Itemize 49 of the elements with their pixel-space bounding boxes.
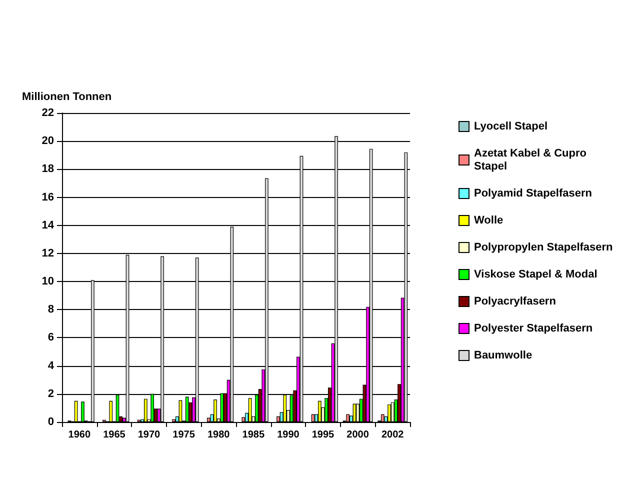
bar [276,416,280,422]
legend-label: Viskose Stapel & Modal [474,268,598,280]
bar [178,400,182,422]
x-tick-label: 1990 [277,430,300,440]
y-tick-label: 0 [48,416,54,428]
x-tick-label: 1980 [207,430,230,440]
x-tick-label: 1985 [242,430,265,440]
legend-label: Wolle [474,214,504,226]
bar [352,404,356,422]
y-tick-label: 10 [42,276,54,288]
legend-label: Baumwolle [474,350,532,362]
y-tick-label: 14 [42,219,55,232]
y-tick-label: 8 [48,304,54,316]
bar [242,417,246,422]
legend-label: Polyamid Stapelfasern [474,188,592,200]
bar [248,398,252,422]
bar [380,414,384,422]
bar [144,398,148,422]
bar [109,400,113,422]
x-tick-label: 2000 [346,430,370,440]
y-tick-label: 20 [42,135,54,148]
x-tick-label: 1975 [172,430,196,440]
x-tick-label: 1995 [312,430,335,440]
bar [74,400,78,422]
bar [390,402,394,422]
bar [388,404,391,422]
x-tick-label: 1970 [138,430,161,440]
y-tick-label: 2 [48,388,54,400]
legend-label: Polyester Stapelfasern [474,322,593,334]
y-axis-title: Millionen Tonnen [22,91,112,103]
x-tick-label: 1960 [68,430,91,440]
bar [214,400,217,422]
bar [206,418,210,422]
legend-label: Polyacrylfasern [474,296,556,308]
y-tick-label: 12 [42,247,54,260]
bar [81,402,84,422]
x-tick-label: 2002 [381,430,404,440]
y-tick-label: 18 [42,163,54,176]
bar [346,414,350,422]
y-tick-label: 6 [48,332,54,344]
y-tick-label: 16 [42,191,54,204]
legend-label: Lyocell Stapel [474,120,548,132]
y-tick-label: 22 [42,107,54,119]
legend-label: Azetat Kabel & Cupro Stapel [474,148,590,172]
bar [172,419,176,422]
y-tick-label: 4 [48,360,55,372]
legend-label: Polypropylen Stapelfasern [474,242,614,254]
bar [318,400,322,422]
x-tick-label: 1965 [103,430,126,440]
